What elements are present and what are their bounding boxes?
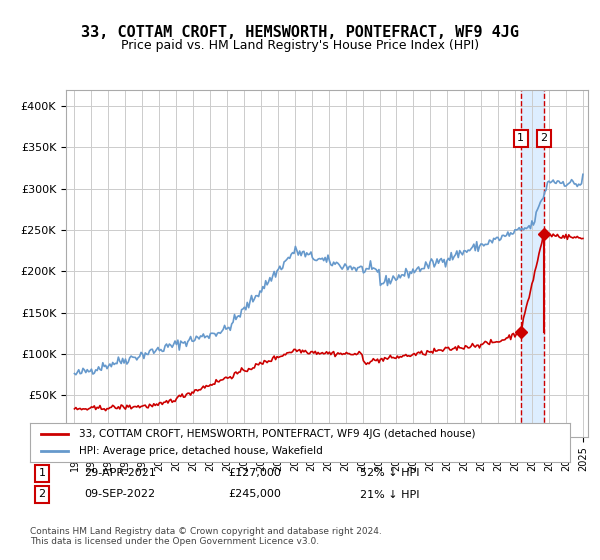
Text: £127,000: £127,000 [228,468,281,478]
Bar [521,90,544,437]
Text: £245,000: £245,000 [228,489,281,500]
Text: 1: 1 [38,468,46,478]
Text: 33, COTTAM CROFT, HEMSWORTH, PONTEFRACT, WF9 4JG (detached house): 33, COTTAM CROFT, HEMSWORTH, PONTEFRACT,… [79,429,475,439]
Text: Contains HM Land Registry data © Crown copyright and database right 2024.
This d: Contains HM Land Registry data © Crown c… [30,526,382,546]
Text: 2: 2 [540,133,547,143]
Text: 1: 1 [517,133,524,143]
Text: 33, COTTAM CROFT, HEMSWORTH, PONTEFRACT, WF9 4JG: 33, COTTAM CROFT, HEMSWORTH, PONTEFRACT,… [81,25,519,40]
Text: HPI: Average price, detached house, Wakefield: HPI: Average price, detached house, Wake… [79,446,322,456]
Text: 2: 2 [38,489,46,500]
Text: 52% ↓ HPI: 52% ↓ HPI [360,468,419,478]
Text: 21% ↓ HPI: 21% ↓ HPI [360,489,419,500]
Text: Price paid vs. HM Land Registry's House Price Index (HPI): Price paid vs. HM Land Registry's House … [121,39,479,52]
Text: 29-APR-2021: 29-APR-2021 [84,468,156,478]
Text: 09-SEP-2022: 09-SEP-2022 [84,489,155,500]
